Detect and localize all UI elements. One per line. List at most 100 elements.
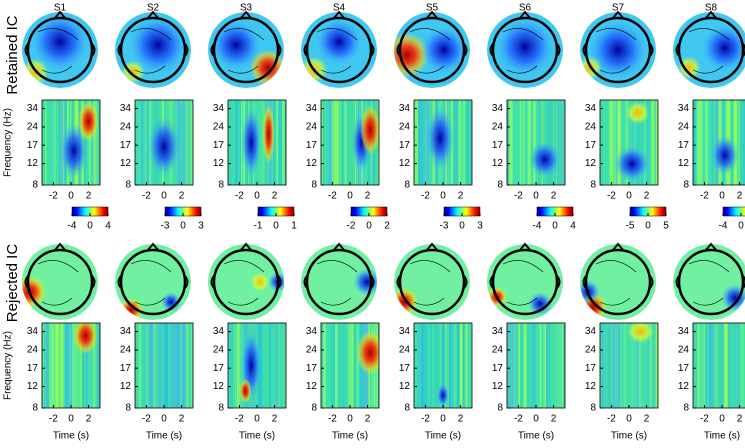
spectrogram-texture <box>532 323 533 408</box>
spectrogram-texture <box>324 323 326 408</box>
x-tick-label: 2 <box>365 414 371 425</box>
spectrogram-texture <box>717 323 719 408</box>
x-tick-label: 2 <box>644 414 650 425</box>
y-tick-label: 24 <box>492 345 504 356</box>
spectrogram-texture <box>455 100 458 185</box>
spectrogram-blob <box>360 105 380 155</box>
topo-blob <box>21 58 49 86</box>
y-tick-label: 24 <box>399 122 411 133</box>
spectrogram-blob <box>356 331 384 375</box>
spectrogram-texture <box>65 323 67 408</box>
spectrogram-texture <box>283 323 284 408</box>
spectrogram-texture <box>423 100 425 185</box>
row-label: Retained IC <box>4 15 21 94</box>
y-tick-label: 12 <box>492 381 504 392</box>
spectrogram-blob <box>239 379 251 403</box>
y-tick-label: 17 <box>27 140 39 151</box>
x-tick-label: 0 <box>347 414 353 425</box>
y-tick-label: 24 <box>213 122 225 133</box>
topo-map <box>487 244 563 320</box>
spectrogram-texture <box>426 323 427 408</box>
y-tick-label: 17 <box>306 363 318 374</box>
y-tick-label: 34 <box>213 103 225 114</box>
spectrogram-texture <box>453 323 455 408</box>
x-tick-label: -2 <box>421 191 430 202</box>
spectrogram-texture <box>462 100 463 185</box>
y-tick-label: 17 <box>492 363 504 374</box>
spectrogram <box>414 100 474 185</box>
spectrogram-texture <box>462 323 465 408</box>
x-axis-label: Time (s) <box>425 431 461 442</box>
y-tick-label: 34 <box>585 326 597 337</box>
topo-map <box>14 244 98 320</box>
spectrogram <box>693 323 745 408</box>
y-tick-label: 8 <box>125 403 131 414</box>
spectrogram-texture <box>543 323 545 408</box>
spectrogram-blob <box>614 146 650 182</box>
spectrogram-texture <box>554 323 556 408</box>
y-tick-label: 17 <box>399 363 411 374</box>
y-axis-label: Frequency (Hz) <box>3 331 14 400</box>
spectrogram-texture <box>449 323 451 408</box>
spectrogram-texture <box>182 323 185 408</box>
x-tick-label: 0 <box>440 414 446 425</box>
spectrogram-texture <box>185 323 188 408</box>
spectrogram <box>321 323 384 408</box>
y-tick-label: 34 <box>27 103 39 114</box>
spectrogram-texture <box>235 323 237 408</box>
y-tick-label: 12 <box>399 158 411 169</box>
spectrogram-texture <box>434 323 436 408</box>
spectrogram-texture <box>608 323 610 408</box>
spectrogram-texture <box>335 100 338 185</box>
spectrogram-texture <box>174 323 176 408</box>
topo-map <box>115 12 191 88</box>
y-tick-label: 8 <box>590 403 596 414</box>
y-tick-label: 17 <box>678 363 690 374</box>
y-tick-label: 12 <box>27 158 39 169</box>
y-tick-label: 8 <box>404 403 410 414</box>
y-tick-label: 34 <box>306 103 318 114</box>
y-tick-label: 34 <box>213 326 225 337</box>
spectrogram-texture <box>44 323 45 408</box>
y-tick-label: 8 <box>683 403 689 414</box>
spectrogram-texture <box>557 100 559 185</box>
spectrogram-texture <box>98 323 99 408</box>
y-tick-label: 17 <box>492 140 504 151</box>
spectrogram-texture <box>527 323 529 408</box>
spectrogram-texture <box>150 323 153 408</box>
spectrogram-texture <box>235 100 237 185</box>
spectrogram-texture <box>60 323 63 408</box>
spectrogram-texture <box>278 100 281 185</box>
x-tick-label: 0 <box>626 414 632 425</box>
y-tick-label: 12 <box>585 381 597 392</box>
spectrogram-texture <box>324 100 326 185</box>
spectrogram-texture <box>612 323 614 408</box>
x-tick-label: 0 <box>347 191 353 202</box>
x-tick-label: -2 <box>142 414 151 425</box>
y-tick-label: 17 <box>120 140 132 151</box>
spectrogram-texture <box>548 323 551 408</box>
spectrogram-texture <box>732 323 734 408</box>
spectrogram-texture <box>552 323 553 408</box>
y-tick-label: 17 <box>399 140 411 151</box>
y-tick-label: 8 <box>218 403 224 414</box>
spectrogram-texture <box>180 100 183 185</box>
y-tick-label: 8 <box>404 180 410 191</box>
y-tick-label: 34 <box>399 103 411 114</box>
colorbar-tick-label: 0 <box>87 221 93 232</box>
y-tick-label: 17 <box>678 140 690 151</box>
spectrogram-texture <box>712 100 714 185</box>
colorbar-tick-label: 0 <box>273 221 279 232</box>
x-tick-label: 2 <box>86 414 92 425</box>
spectrogram-texture <box>534 323 536 408</box>
spectrogram <box>228 100 287 185</box>
x-tick-label: -2 <box>235 414 244 425</box>
x-tick-label: 2 <box>86 191 92 202</box>
colorbar-tick-label: 3 <box>477 221 483 232</box>
spectrogram-texture <box>525 100 527 185</box>
x-tick-label: 2 <box>551 191 557 202</box>
spectrogram-texture <box>331 323 333 408</box>
y-tick-label: 17 <box>306 140 318 151</box>
colorbar-tick-label: -3 <box>161 221 170 232</box>
